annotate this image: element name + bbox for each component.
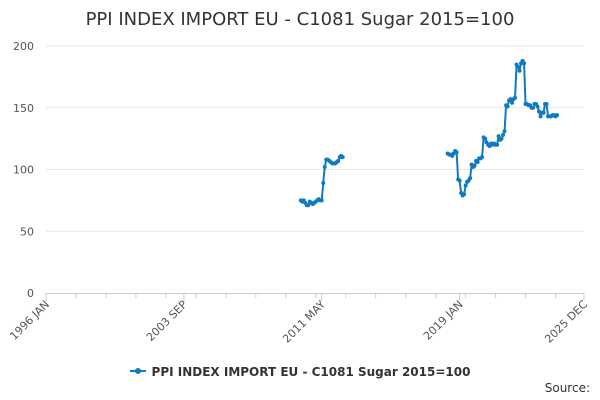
x-tick-label: 2011 MAY (280, 298, 328, 346)
chart-title: PPI INDEX IMPORT EU - C1081 Sugar 2015=1… (85, 9, 515, 30)
data-point[interactable] (499, 136, 504, 141)
data-point[interactable] (322, 165, 327, 170)
data-point[interactable] (508, 97, 513, 102)
series-layer (298, 58, 560, 208)
y-tick-label: 50 (20, 225, 34, 238)
y-tick-label: 150 (13, 102, 34, 115)
legend-swatch-icon (129, 367, 146, 374)
data-point[interactable] (502, 129, 507, 134)
y-tick-label: 200 (13, 40, 34, 53)
data-point[interactable] (516, 65, 521, 69)
legend[interactable]: PPI INDEX IMPORT EU - C1081 Sugar 2015=1… (0, 365, 600, 379)
data-point[interactable] (555, 113, 560, 118)
data-point[interactable] (496, 134, 501, 139)
data-point[interactable] (483, 136, 488, 141)
data-point[interactable] (513, 95, 518, 100)
data-point[interactable] (321, 181, 326, 186)
data-point[interactable] (480, 155, 485, 160)
data-point[interactable] (475, 160, 480, 165)
data-point[interactable] (535, 104, 540, 109)
y-tick-label: 100 (13, 164, 34, 177)
data-point[interactable] (510, 100, 515, 105)
data-point[interactable] (501, 132, 506, 137)
x-axis: 0 50 100 150 200 1996 JAN 2003 SEP 2011 MAY 2019… (7, 40, 590, 346)
data-point[interactable] (306, 203, 311, 208)
data-point[interactable] (505, 104, 510, 109)
y-tick-label: 0 (27, 287, 34, 300)
data-point[interactable] (454, 150, 459, 155)
data-point[interactable] (340, 155, 345, 160)
legend-label: PPI INDEX IMPORT EU - C1081 Sugar 2015=1… (151, 365, 471, 379)
x-tick-label: 1996 JAN (7, 298, 52, 343)
data-point[interactable] (522, 61, 527, 66)
data-point[interactable] (538, 114, 543, 119)
source-label: Source: (544, 381, 590, 395)
data-point[interactable] (544, 102, 549, 107)
data-point[interactable] (457, 178, 462, 183)
data-point[interactable] (517, 68, 522, 73)
data-point[interactable] (531, 105, 536, 110)
data-point[interactable] (541, 110, 546, 115)
series-line (446, 59, 558, 197)
data-point[interactable] (336, 158, 341, 163)
x-tick-label: 2019 JAN (421, 298, 466, 343)
data-point[interactable] (468, 176, 473, 181)
gridlines (46, 45, 584, 232)
data-point[interactable] (462, 192, 467, 197)
x-tick-label: 2025 DEC (542, 298, 590, 346)
data-point[interactable] (463, 183, 468, 188)
data-point[interactable] (495, 142, 500, 147)
data-point[interactable] (537, 109, 542, 114)
x-tick-label: 2003 SEP (144, 298, 190, 344)
data-point[interactable] (472, 163, 477, 168)
data-point[interactable] (319, 198, 324, 203)
